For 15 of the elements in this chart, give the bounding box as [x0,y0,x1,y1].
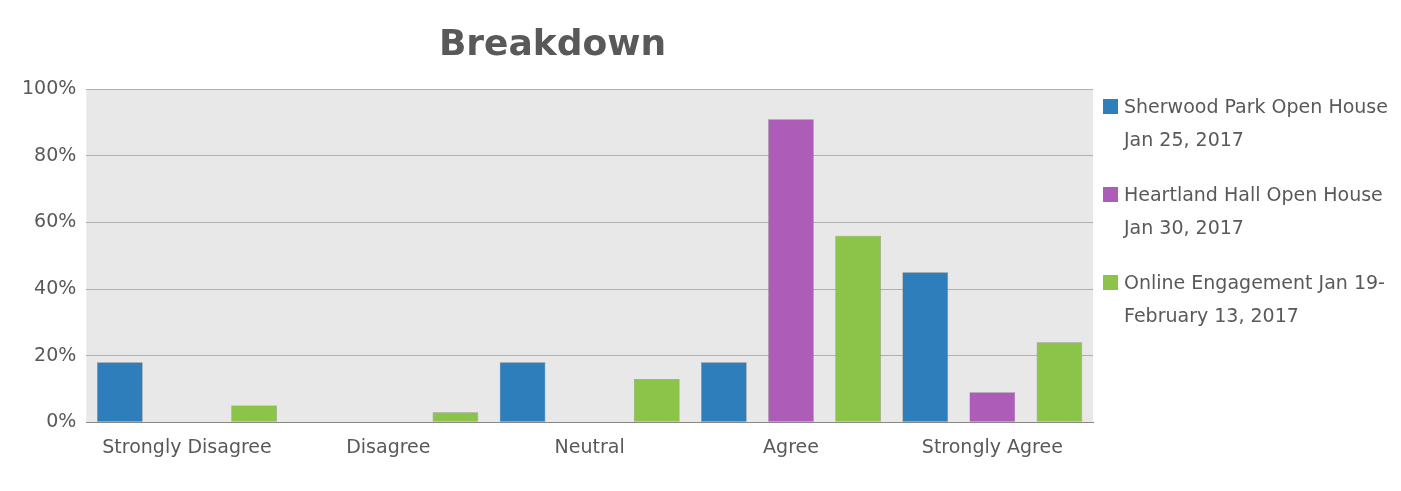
legend-label: Sherwood Park Open House Jan 25, 2017 [1124,93,1388,152]
legend-label: Online Engagement Jan 19-February 13, 2017 [1124,269,1386,328]
y-tick-label: 0% [46,409,77,432]
legend-label: Heartland Hall Open House Jan 30, 2017 [1124,181,1384,240]
x-tick-label: Strongly Agree [921,434,1063,457]
x-tick-label: Disagree [346,434,431,457]
y-tick-label: 60% [34,209,77,232]
chart-title: Breakdown [438,21,667,63]
y-tick-label: 40% [34,275,77,298]
y-tick-label: 100% [21,76,77,99]
x-tick-label: Neutral [554,434,625,457]
x-tick-label: Strongly Disagree [102,434,272,457]
y-tick-label: 80% [34,142,77,165]
y-tick-label: 20% [34,342,77,365]
x-tick-label: Agree [763,434,819,457]
